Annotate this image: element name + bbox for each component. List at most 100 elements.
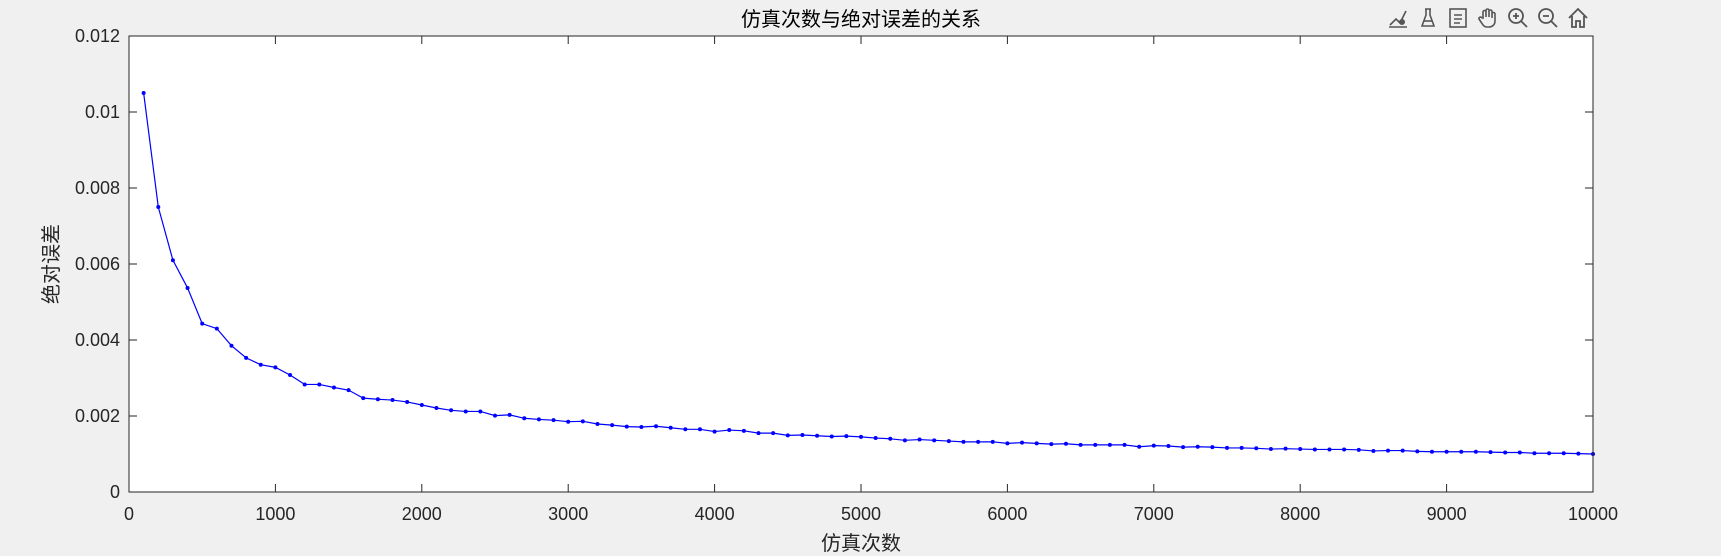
data-point: [493, 413, 497, 418]
data-point: [1078, 442, 1083, 447]
data-point: [873, 436, 878, 441]
data-point: [917, 437, 922, 442]
data-point: [1107, 442, 1112, 447]
data-point: [976, 439, 981, 444]
data-point: [1093, 442, 1098, 447]
data-point: [946, 439, 951, 444]
data-point: [902, 438, 907, 443]
data-point: [1356, 447, 1361, 452]
data-point: [522, 416, 527, 421]
data-point: [288, 372, 293, 377]
x-tick-label: 5000: [841, 504, 881, 524]
y-tick-label: 0: [110, 482, 120, 502]
zoom-in-icon[interactable]: [1504, 4, 1532, 32]
data-point: [170, 258, 175, 263]
legend-icon[interactable]: [1444, 4, 1472, 32]
data-point: [1429, 449, 1434, 454]
data-point: [1532, 451, 1537, 456]
data-point: [1020, 440, 1025, 445]
data-point: [1488, 450, 1493, 455]
data-point: [1195, 444, 1200, 449]
data-point: [1268, 447, 1273, 452]
data-point: [741, 428, 746, 433]
data-point: [800, 433, 805, 437]
data-point: [200, 321, 205, 326]
x-tick-label: 8000: [1280, 504, 1320, 524]
data-point: [595, 421, 600, 426]
data-point: [1415, 449, 1420, 454]
data-point: [1225, 445, 1229, 450]
x-tick-label: 9000: [1427, 504, 1467, 524]
pan-hand-icon[interactable]: [1474, 4, 1502, 32]
data-point: [405, 399, 410, 404]
data-point: [815, 433, 820, 438]
data-point: [1312, 447, 1317, 452]
data-point: [317, 382, 322, 387]
data-point: [244, 355, 249, 360]
home-icon[interactable]: [1564, 4, 1592, 32]
y-tick-label: 0.008: [75, 178, 120, 198]
data-point: [1547, 451, 1552, 456]
data-point: [1517, 450, 1522, 455]
data-point: [1576, 451, 1581, 456]
data-tip-icon[interactable]: [1414, 4, 1442, 32]
y-tick-label: 0.012: [75, 26, 120, 46]
data-point: [1327, 447, 1332, 452]
y-tick-label: 0.01: [85, 102, 120, 122]
data-point: [1342, 447, 1347, 452]
data-point: [1283, 446, 1288, 451]
data-point: [990, 439, 995, 444]
data-point: [859, 434, 863, 439]
data-point: [156, 205, 161, 209]
y-tick-label: 0.006: [75, 254, 120, 274]
y-axis-label: 绝对误差: [39, 224, 63, 304]
data-point: [1459, 449, 1464, 454]
brush-icon[interactable]: [1384, 4, 1412, 32]
chart-title: 仿真次数与绝对误差的关系: [741, 7, 981, 31]
axes-box: [128, 35, 1594, 493]
data-point: [375, 397, 380, 402]
data-point: [1005, 441, 1010, 446]
data-point: [185, 285, 190, 290]
data-point: [463, 409, 468, 414]
x-axis-label: 仿真次数: [821, 531, 901, 555]
data-point: [346, 388, 351, 393]
data-point: [639, 425, 644, 430]
data-point: [727, 428, 732, 433]
data-point: [697, 427, 702, 432]
y-tick-label: 0.004: [75, 330, 120, 350]
data-point: [1181, 445, 1186, 450]
data-point: [229, 343, 234, 348]
data-point: [1063, 441, 1068, 446]
data-point: [1210, 445, 1215, 450]
data-point: [1371, 448, 1376, 453]
zoom-out-icon[interactable]: [1534, 4, 1562, 32]
data-point: [1503, 450, 1508, 455]
data-point: [1151, 443, 1156, 448]
data-point: [844, 434, 849, 439]
data-point: [756, 431, 761, 436]
data-point: [1386, 448, 1391, 453]
x-tick-label: 2000: [402, 504, 442, 524]
data-point: [1239, 445, 1244, 450]
data-point: [1561, 451, 1566, 456]
data-point: [1166, 444, 1171, 449]
data-point: [141, 91, 146, 95]
data-point: [888, 436, 893, 441]
data-point: [434, 406, 439, 411]
data-point: [1400, 448, 1405, 453]
data-point: [932, 438, 937, 443]
x-tick-label: 1000: [255, 504, 295, 524]
data-point: [961, 439, 966, 444]
data-point: [1049, 442, 1054, 447]
data-point: [1122, 442, 1127, 447]
data-point: [390, 398, 395, 403]
data-point: [273, 365, 278, 370]
data-point: [507, 412, 512, 417]
data-point: [668, 425, 673, 430]
data-point: [331, 385, 336, 390]
data-point: [566, 419, 571, 424]
data-point: [419, 402, 424, 407]
